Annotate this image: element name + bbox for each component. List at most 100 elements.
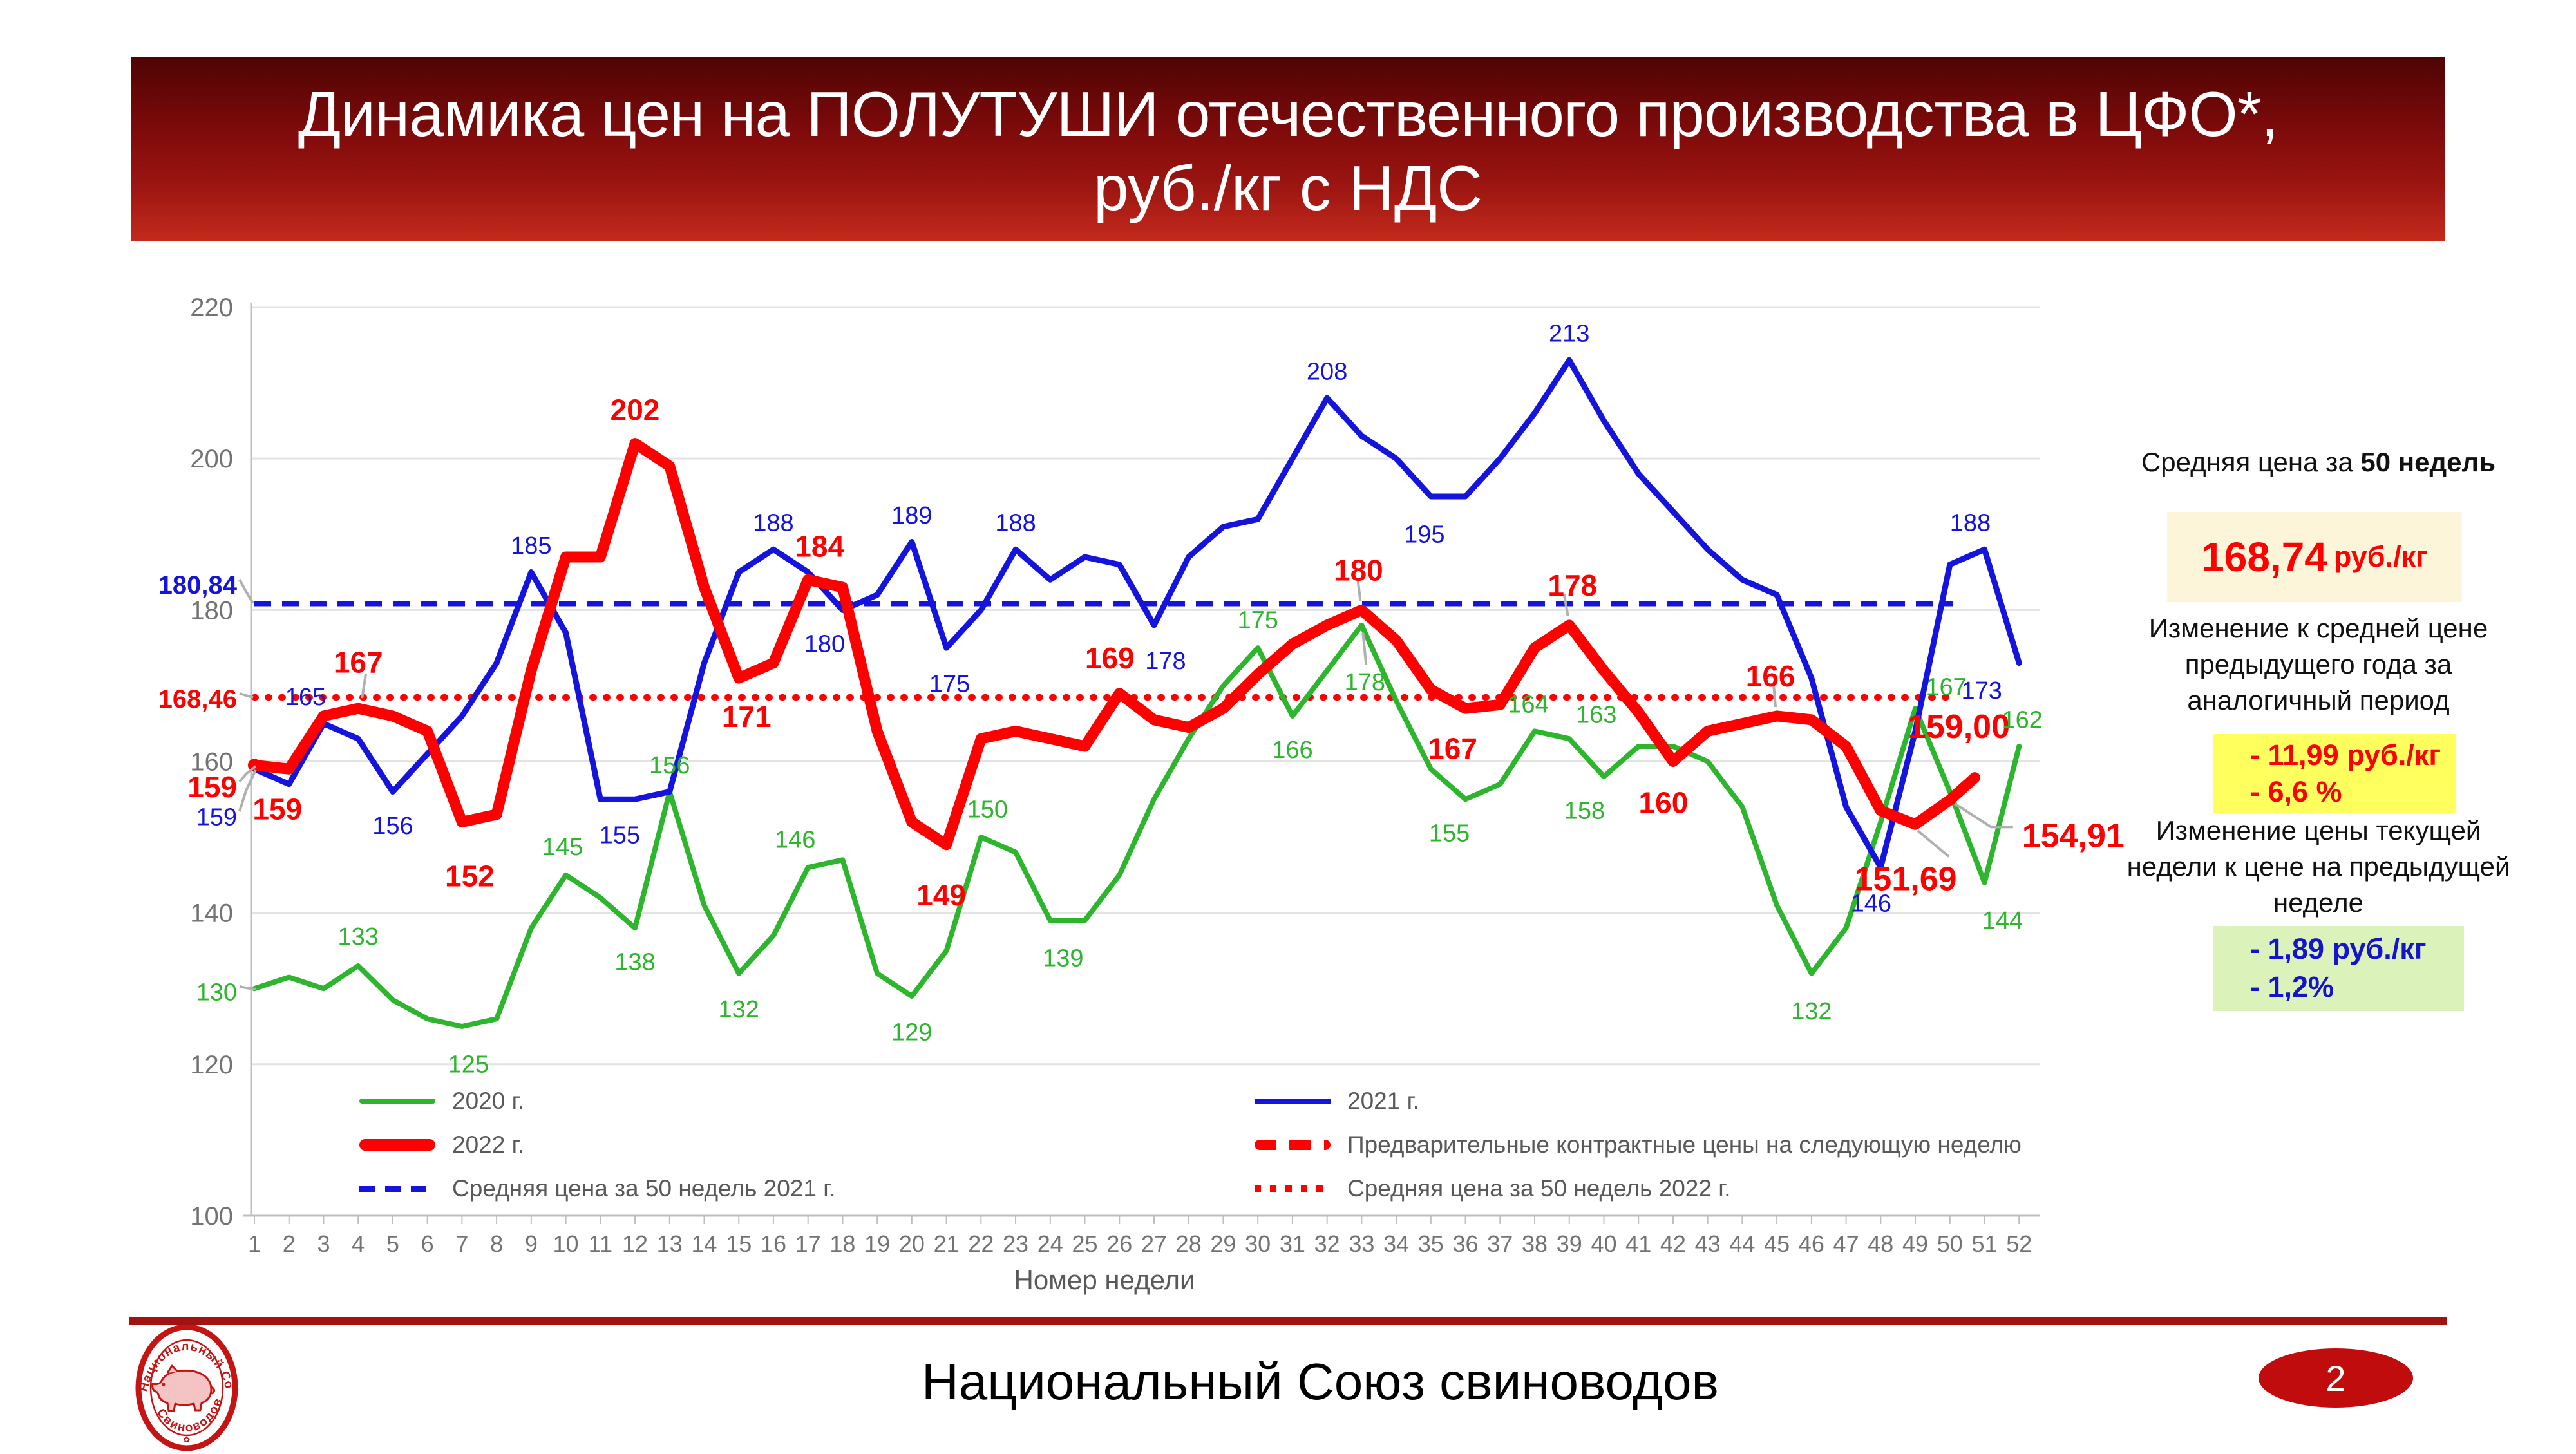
point-label: 132 — [719, 996, 759, 1023]
x-tick-label: 9 — [525, 1231, 538, 1257]
legend-item-2022: 2022 г. — [359, 1131, 524, 1158]
x-tick-label: 18 — [829, 1231, 855, 1257]
point-label: 129 — [891, 1019, 932, 1046]
point-label: 167 — [334, 645, 383, 679]
label-leader — [1917, 829, 1950, 858]
point-label: 152 — [445, 860, 495, 893]
yoy-delta: - 11,99 руб./кг — [2250, 739, 2441, 771]
legend-swatch-2020 — [359, 1099, 435, 1104]
point-label: 184 — [795, 529, 844, 563]
label-leader — [239, 692, 254, 699]
x-tick-label: 17 — [795, 1231, 821, 1257]
legend-swatch-preview — [1255, 1140, 1331, 1150]
point-label: 167 — [1428, 732, 1477, 765]
x-tick-label: 1 — [248, 1231, 261, 1257]
label-leader — [1954, 802, 2013, 829]
label-leader — [1356, 579, 1362, 601]
x-tick-label: 38 — [1522, 1231, 1548, 1257]
point-label: 160 — [1639, 786, 1689, 820]
x-tick-label: 23 — [1003, 1231, 1028, 1257]
point-label: 155 — [1429, 820, 1470, 847]
x-tick-label: 45 — [1764, 1231, 1790, 1257]
x-tick-label: 8 — [490, 1231, 503, 1257]
x-tick-label: 24 — [1037, 1231, 1063, 1257]
point-label: 164 — [1508, 692, 1548, 719]
x-tick-label: 4 — [352, 1231, 365, 1257]
legend-label: Средняя цена за 50 недель 2021 г. — [452, 1175, 836, 1202]
series-line-2022 — [249, 438, 1956, 851]
y-tick-label: 220 — [190, 294, 233, 322]
x-tick-label: 28 — [1176, 1231, 1202, 1257]
x-tick-label: 13 — [657, 1231, 683, 1257]
axis-value-label: 130 — [196, 979, 237, 1006]
y-tick-label: 180 — [190, 596, 233, 625]
point-label: 173 — [1962, 677, 2002, 704]
x-tick-label: 19 — [864, 1231, 890, 1257]
x-tick-label: 10 — [553, 1231, 579, 1257]
x-tick-label: 2 — [283, 1231, 296, 1257]
x-tick-label: 29 — [1210, 1231, 1236, 1257]
wow-heading: Изменение цены текущей недели к цене на … — [2126, 815, 2510, 918]
point-label: 125 — [448, 1051, 489, 1078]
x-tick-label: 37 — [1487, 1231, 1513, 1257]
y-tick-label: 140 — [190, 900, 233, 928]
y-tick-label: 200 — [190, 445, 233, 473]
point-label: 166 — [1746, 659, 1795, 693]
label-leader — [361, 673, 368, 699]
x-tick-label: 33 — [1349, 1231, 1374, 1257]
y-tick-label: 100 — [190, 1202, 233, 1231]
point-label: 132 — [1791, 998, 1832, 1025]
point-label: 159 — [252, 792, 302, 826]
legend-label: Предварительные контрактные цены на след… — [1347, 1131, 2022, 1158]
legend-label: Средняя цена за 50 недель 2022 г. — [1347, 1175, 1731, 1202]
x-tick-label: 22 — [968, 1231, 994, 1257]
x-tick-label: 50 — [1937, 1231, 1963, 1257]
point-label: 185 — [511, 533, 551, 560]
value-labels — [238, 579, 2013, 990]
nss-logo: Национальный Союз Свиноводов ✿ — [135, 1325, 238, 1451]
footer-divider — [129, 1317, 2447, 1325]
point-label: 188 — [753, 510, 793, 537]
x-tick-label: 15 — [726, 1231, 752, 1257]
wow-pct: - 1,2% — [2250, 970, 2334, 1003]
point-label: 156 — [649, 752, 690, 779]
x-tick-label: 7 — [455, 1231, 468, 1257]
point-label: 146 — [775, 826, 815, 853]
page-number: 2 — [2325, 1357, 2346, 1399]
x-tick-label: 31 — [1280, 1231, 1305, 1257]
point-label: 178 — [1145, 648, 1186, 675]
point-label: 178 — [1548, 569, 1597, 602]
x-tick-label: 30 — [1245, 1231, 1271, 1257]
legend-label: 2020 г. — [452, 1088, 524, 1114]
x-tick-label: 48 — [1868, 1231, 1893, 1257]
legend-label: 2021 г. — [1347, 1088, 1419, 1114]
point-label: 180 — [804, 631, 845, 658]
label-leader — [238, 765, 257, 783]
preview-contract-line — [1944, 763, 1990, 806]
axis-value-label: 159 — [187, 770, 237, 804]
point-label: 167 — [1926, 674, 1966, 701]
label-leader — [1772, 685, 1777, 708]
point-label: 138 — [614, 949, 655, 976]
avg-heading-bold: 50 недель — [2360, 447, 2496, 477]
point-label: 213 — [1549, 321, 1589, 348]
x-tick-label: 25 — [1072, 1231, 1097, 1257]
legend-swatch-avg-2022 — [1255, 1185, 1331, 1192]
x-tick-label: 5 — [386, 1231, 399, 1257]
point-label: 150 — [967, 796, 1008, 823]
point-label: 155 — [600, 822, 640, 849]
title-banner: Динамика цен на ПОЛУТУШИ отечественного … — [131, 57, 2445, 241]
x-tick-label: 11 — [589, 1231, 612, 1257]
x-tick-label: 49 — [1902, 1231, 1928, 1257]
point-label: 145 — [542, 834, 583, 861]
point-label: 169 — [1085, 641, 1135, 675]
x-tick-label: 14 — [691, 1231, 717, 1257]
logo-mark: ✿ — [184, 1435, 191, 1444]
x-tick-label: 26 — [1106, 1231, 1132, 1257]
avg-price-box: 168,74 руб./кг — [2167, 512, 2462, 602]
avg-price-heading: Средняя цена за 50 недель — [2119, 444, 2518, 480]
point-label: 139 — [1043, 945, 1083, 972]
point-label: 175 — [929, 670, 970, 697]
x-tick-label: 46 — [1799, 1231, 1824, 1257]
